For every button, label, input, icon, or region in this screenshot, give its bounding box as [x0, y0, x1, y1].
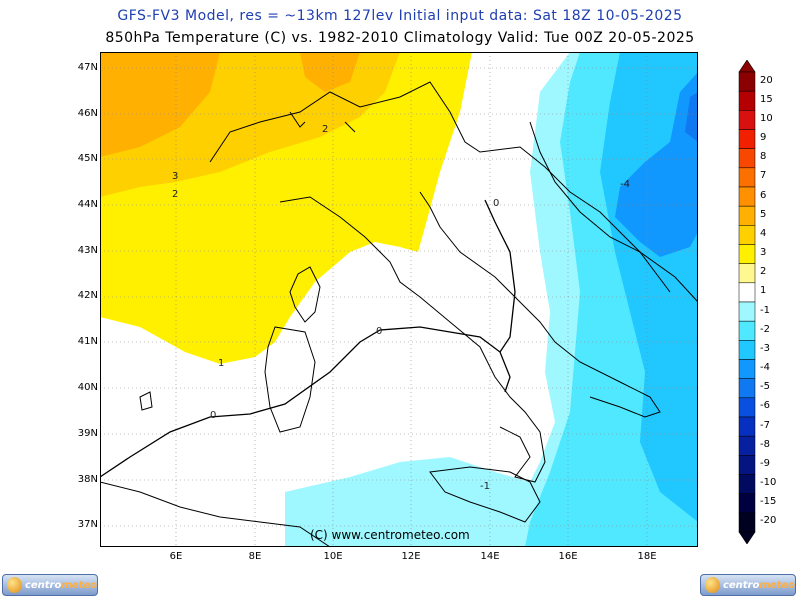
contour-label: -1: [480, 481, 490, 492]
contour-label: 0: [210, 410, 216, 421]
colorbar-label: 3: [760, 247, 767, 259]
colorbar-label: 5: [760, 208, 767, 220]
colorbar-label: 7: [760, 170, 767, 182]
colorbar-label: 8: [760, 151, 767, 163]
colorbar-swatch: [738, 378, 756, 399]
model-info-title: GFS-FV3 Model, res = ~13km 127lev Initia…: [117, 8, 683, 24]
centrometeo-logo-right[interactable]: centrometeo: [700, 574, 796, 596]
colorbar-label: -9: [760, 457, 770, 469]
colorbar-label: 4: [760, 227, 767, 239]
contour-label: 0: [376, 326, 382, 337]
cold-core-area: [615, 72, 698, 257]
colorbar-swatch: [738, 493, 756, 514]
lat-label: 41N: [77, 336, 98, 347]
variable-title: 850hPa Temperature (C) vs. 1982-2010 Cli…: [105, 30, 695, 46]
colorbar-swatch: [738, 340, 756, 360]
colorbar-label: -2: [760, 323, 770, 335]
colorbar-label: -3: [760, 342, 770, 354]
colorbar-swatch: [738, 282, 756, 303]
colorbar-label: -20: [760, 515, 777, 527]
lon-label: 8E: [248, 551, 262, 562]
colorbar-arrow-top: [738, 60, 756, 73]
colorbar-label: -1: [760, 304, 770, 316]
colorbar-swatch: [738, 110, 756, 130]
contour-label: -4: [620, 179, 630, 190]
logo-text: centrometeo: [722, 579, 795, 591]
lat-label: 38N: [77, 474, 98, 485]
colorbar-label: 10: [760, 112, 773, 124]
lat-label: 40N: [77, 382, 98, 393]
colorbar-arrow-bottom: [738, 531, 756, 544]
lat-label: 46N: [77, 108, 98, 119]
colorbar-swatch: [738, 244, 756, 264]
colorbar-label: -6: [760, 400, 770, 412]
centrometeo-logo-left[interactable]: centrometeo: [2, 574, 98, 596]
colorbar-swatch: [738, 320, 756, 341]
colorbar-swatch: [738, 359, 756, 379]
colorbar-swatch: [738, 474, 756, 494]
colorbar-swatch: [738, 512, 756, 533]
colorbar-label: 9: [760, 132, 767, 144]
lon-label: 18E: [637, 551, 657, 562]
lon-label: 6E: [169, 551, 183, 562]
colorbar-swatch: [738, 397, 756, 418]
logo-text: centrometeo: [24, 579, 97, 591]
colorbar-label: -10: [760, 477, 777, 489]
lat-label: 39N: [77, 428, 98, 439]
colorbar-swatch: [738, 435, 756, 456]
colorbar-label: -8: [760, 438, 770, 450]
contour-label: 2: [172, 189, 178, 200]
colorbar-label: -15: [760, 496, 777, 508]
lat-label: 45N: [77, 153, 98, 164]
isotherms: [100, 199, 516, 478]
contour-label: 3: [172, 171, 178, 182]
colorbar-swatch: [738, 263, 756, 284]
colorbar-swatch: [738, 71, 756, 92]
colorbar: [738, 60, 756, 544]
colorbar-swatch: [738, 186, 756, 207]
colorbar-swatch: [738, 416, 756, 437]
lat-label: 47N: [77, 62, 98, 73]
warm-anomaly-3-area: [100, 52, 220, 157]
lon-label: 10E: [323, 551, 343, 562]
lat-label: 37N: [77, 519, 98, 530]
colorbar-label: -5: [760, 381, 770, 393]
globe-icon: [705, 577, 720, 593]
contour-label: 0: [493, 198, 499, 209]
colorbar-label: 6: [760, 189, 767, 201]
temperature-map: 2 3 2 1 0 0 0 -1 -4: [100, 52, 698, 547]
contour-label: 1: [218, 358, 224, 369]
lat-label: 42N: [77, 290, 98, 301]
colorbar-label: 15: [760, 93, 773, 105]
colorbar-swatch: [738, 167, 756, 188]
colorbar-swatch: [738, 129, 756, 149]
lat-label: 43N: [77, 245, 98, 256]
colorbar-swatch: [738, 225, 756, 245]
lat-label: 44N: [77, 199, 98, 210]
colorbar-label: -4: [760, 362, 770, 374]
lon-label: 14E: [480, 551, 500, 562]
coastlines: [100, 81, 698, 547]
colorbar-swatch: [738, 301, 756, 322]
colorbar-label: -7: [760, 419, 770, 431]
colorbar-swatch: [738, 455, 756, 475]
lon-label: 16E: [558, 551, 578, 562]
colorbar-label: 1: [760, 285, 767, 297]
globe-icon: [7, 577, 22, 593]
colorbar-label: 20: [760, 74, 773, 86]
lon-label: 12E: [401, 551, 421, 562]
contour-label: 2: [322, 124, 328, 135]
colorbar-swatch: [738, 205, 756, 226]
copyright-text: (C) www.centrometeo.com: [310, 528, 470, 542]
colorbar-label: 2: [760, 266, 767, 278]
colorbar-swatch: [738, 90, 756, 111]
colorbar-swatch: [738, 148, 756, 169]
